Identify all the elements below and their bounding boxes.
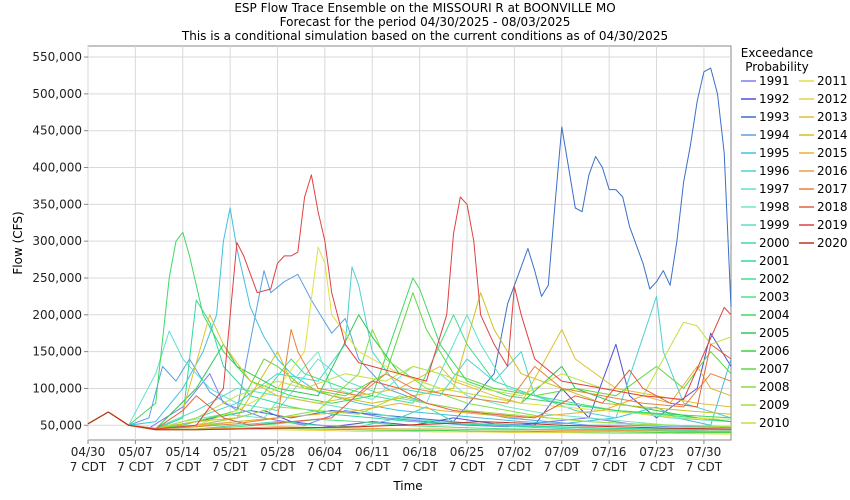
x-tick-label-time: 7 CDT: [638, 460, 675, 474]
legend-item-2011: 2011: [817, 74, 848, 88]
legend-item-1991: 1991: [759, 74, 790, 88]
legend-item-1993: 1993: [759, 110, 790, 124]
legend-item-2000: 2000: [759, 236, 790, 250]
series-lines: [87, 67, 732, 435]
x-tick-label-date: 04/30: [71, 445, 106, 459]
legend-item-2007: 2007: [759, 362, 790, 376]
series-line-2004: [87, 231, 732, 426]
legend-item-2001: 2001: [759, 254, 790, 268]
y-tick-label: 350,000: [32, 197, 82, 211]
x-tick-label-date: 07/30: [687, 445, 722, 459]
legend-item-2016: 2016: [817, 164, 848, 178]
legend-item-1994: 1994: [759, 128, 790, 142]
series-line-2010: [87, 321, 732, 430]
y-tick-label: 300,000: [32, 234, 82, 248]
legend-item-2018: 2018: [817, 200, 848, 214]
x-tick-label-time: 7 CDT: [70, 460, 107, 474]
x-tick-label-time: 7 CDT: [307, 460, 344, 474]
series-line-2014: [87, 292, 732, 429]
y-tick-label: 250,000: [32, 271, 82, 285]
x-tick-label-date: 07/02: [497, 445, 532, 459]
legend-item-1996: 1996: [759, 164, 790, 178]
legend-item-1998: 1998: [759, 200, 790, 214]
legend-item-1999: 1999: [759, 218, 790, 232]
legend-item-2020: 2020: [817, 236, 848, 250]
legend: 1991 1992 1993 1994 1995 1996 1997 1998 1999 2000…: [741, 74, 848, 430]
legend-item-2008: 2008: [759, 380, 790, 394]
y-tick-label: 550,000: [32, 50, 82, 64]
chart-subtitle-conditions: This is a conditional simulation based o…: [181, 29, 668, 43]
legend-item-2003: 2003: [759, 290, 790, 304]
series-line-1991: [87, 373, 732, 429]
y-axis-label: Flow (CFS): [11, 211, 25, 274]
legend-item-2012: 2012: [817, 92, 848, 106]
x-tick-label-time: 7 CDT: [496, 460, 533, 474]
x-tick-label-time: 7 CDT: [591, 460, 628, 474]
x-tick-label-date: 07/23: [639, 445, 674, 459]
legend-item-1995: 1995: [759, 146, 790, 160]
y-tick-label: 150,000: [32, 345, 82, 359]
legend-item-2013: 2013: [817, 110, 848, 124]
y-tick-labels: 50,000 100,000 150,000 200,000 250,000 300,00…: [32, 50, 82, 432]
x-axis-label: Time: [392, 479, 422, 493]
legend-item-2014: 2014: [817, 128, 848, 142]
x-tick-label-time: 7 CDT: [259, 460, 296, 474]
legend-item-1992: 1992: [759, 92, 790, 106]
legend-item-2009: 2009: [759, 398, 790, 412]
x-tick-label-time: 7 CDT: [686, 460, 723, 474]
y-tick-label: 50,000: [40, 418, 82, 432]
x-tick-label-date: 07/09: [544, 445, 579, 459]
legend-item-1997: 1997: [759, 182, 790, 196]
legend-title-exceedance: Exceedance: [741, 46, 813, 60]
x-tick-label-time: 7 CDT: [212, 460, 249, 474]
x-tick-label-date: 06/18: [402, 445, 437, 459]
legend-item-2010: 2010: [759, 416, 790, 430]
series-line-2018: [87, 343, 732, 430]
series-line-2017: [87, 329, 732, 430]
legend-item-2019: 2019: [817, 218, 848, 232]
legend-item-2015: 2015: [817, 146, 848, 160]
legend-item-2002: 2002: [759, 272, 790, 286]
x-tick-label-date: 05/07: [118, 445, 153, 459]
x-tick-label-time: 7 CDT: [165, 460, 202, 474]
series-line-2020: [87, 411, 732, 431]
chart-title: ESP Flow Trace Ensemble on the MISSOURI …: [234, 1, 615, 15]
x-tick-label-date: 06/04: [308, 445, 343, 459]
x-tick-label-time: 7 CDT: [401, 460, 438, 474]
legend-item-2004: 2004: [759, 308, 790, 322]
y-tick-label: 400,000: [32, 161, 82, 175]
series-line-2019: [87, 174, 732, 430]
y-tick-label: 450,000: [32, 124, 82, 138]
legend-item-2017: 2017: [817, 182, 848, 196]
y-tick-label: 100,000: [32, 381, 82, 395]
x-tick-label-time: 7 CDT: [449, 460, 486, 474]
y-tick-label: 500,000: [32, 87, 82, 101]
plot-area: [87, 45, 732, 441]
legend-item-2006: 2006: [759, 344, 790, 358]
x-tick-label-date: 07/16: [592, 445, 627, 459]
y-tick-label: 200,000: [32, 308, 82, 322]
x-tick-label-date: 06/11: [355, 445, 390, 459]
x-tick-label-time: 7 CDT: [117, 460, 154, 474]
x-tick-label-date: 05/28: [260, 445, 295, 459]
x-tick-label-date: 05/21: [213, 445, 248, 459]
legend-title-probability: Probability: [745, 60, 808, 74]
x-tick-label-date: 06/25: [450, 445, 485, 459]
legend-item-2005: 2005: [759, 326, 790, 340]
series-line-2005: [87, 314, 732, 430]
x-tick-label-time: 7 CDT: [544, 460, 581, 474]
series-line-1997: [87, 314, 732, 426]
x-tick-label-date: 05/14: [165, 445, 200, 459]
x-tick-label-time: 7 CDT: [354, 460, 391, 474]
chart-subtitle-period: Forecast for the period 04/30/2025 - 08/…: [280, 15, 571, 29]
